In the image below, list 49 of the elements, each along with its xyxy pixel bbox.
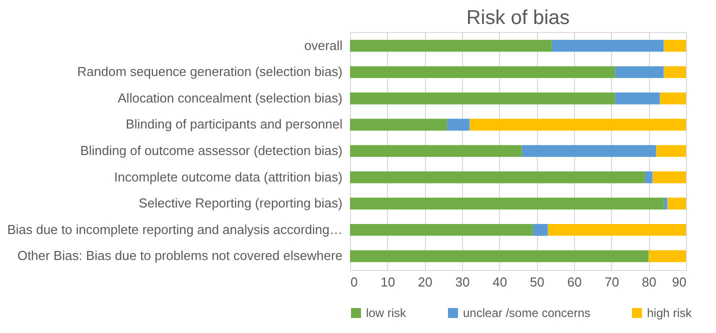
y-tick-label: Bias due to incomplete reporting and analysis according…: [7, 222, 342, 237]
bar: [664, 198, 668, 210]
y-tick-label: Blinding of participants and personnel: [126, 116, 343, 132]
x-tick-label: 30: [455, 274, 470, 290]
y-tick-label: Allocation concealment (selection bias): [118, 90, 342, 106]
x-tick-label: 90: [672, 274, 686, 290]
y-tick-label: overall: [304, 38, 343, 53]
bar: [644, 171, 652, 184]
y-tick-label: Selective Reporting (reporting bias): [138, 196, 342, 211]
bar: [469, 118, 686, 131]
bar: [350, 198, 664, 210]
legend-label: low risk: [366, 306, 407, 320]
bar: [652, 171, 686, 184]
bar: [350, 92, 616, 104]
bar: [350, 118, 448, 131]
legend-label: high risk: [647, 306, 693, 320]
y-tick-label: Blinding of outcome assessor (detection bias): [80, 143, 342, 158]
x-tick-label: 70: [604, 274, 620, 290]
bar: [350, 171, 645, 184]
x-tick-label: 40: [492, 274, 508, 290]
x-tick-label: 50: [530, 274, 544, 290]
chart-title: Risk of bias: [466, 7, 570, 29]
bar: [350, 145, 522, 157]
legend-label: unclear /some concerns: [463, 306, 590, 320]
x-tick-label: 60: [567, 274, 582, 290]
bar: [667, 198, 686, 210]
x-tick-label: 10: [380, 274, 396, 290]
y-tick-label: Random sequence generation (selection bias): [77, 64, 342, 80]
bar: [664, 66, 686, 78]
bar: [656, 145, 686, 157]
bar: [350, 66, 616, 78]
bar: [532, 224, 548, 236]
bar: [660, 92, 686, 104]
bar: [350, 250, 649, 262]
bar: [664, 40, 686, 52]
bar: [522, 145, 656, 157]
bar: [447, 118, 470, 131]
y-tick-label: Other Bias: Bias due to problems not covered elsewhere: [17, 248, 342, 264]
x-tick-label: 80: [642, 274, 656, 290]
bar: [548, 224, 686, 236]
bar: [552, 40, 664, 52]
x-tick-label: 0: [350, 274, 358, 290]
bar: [615, 92, 660, 104]
bar: [350, 40, 552, 52]
y-tick-label: Incomplete outcome data (attrition bias): [114, 169, 342, 184]
bar: [648, 250, 686, 262]
x-tick-label: 20: [418, 274, 432, 290]
bar: [615, 66, 664, 78]
bar: [350, 224, 533, 236]
